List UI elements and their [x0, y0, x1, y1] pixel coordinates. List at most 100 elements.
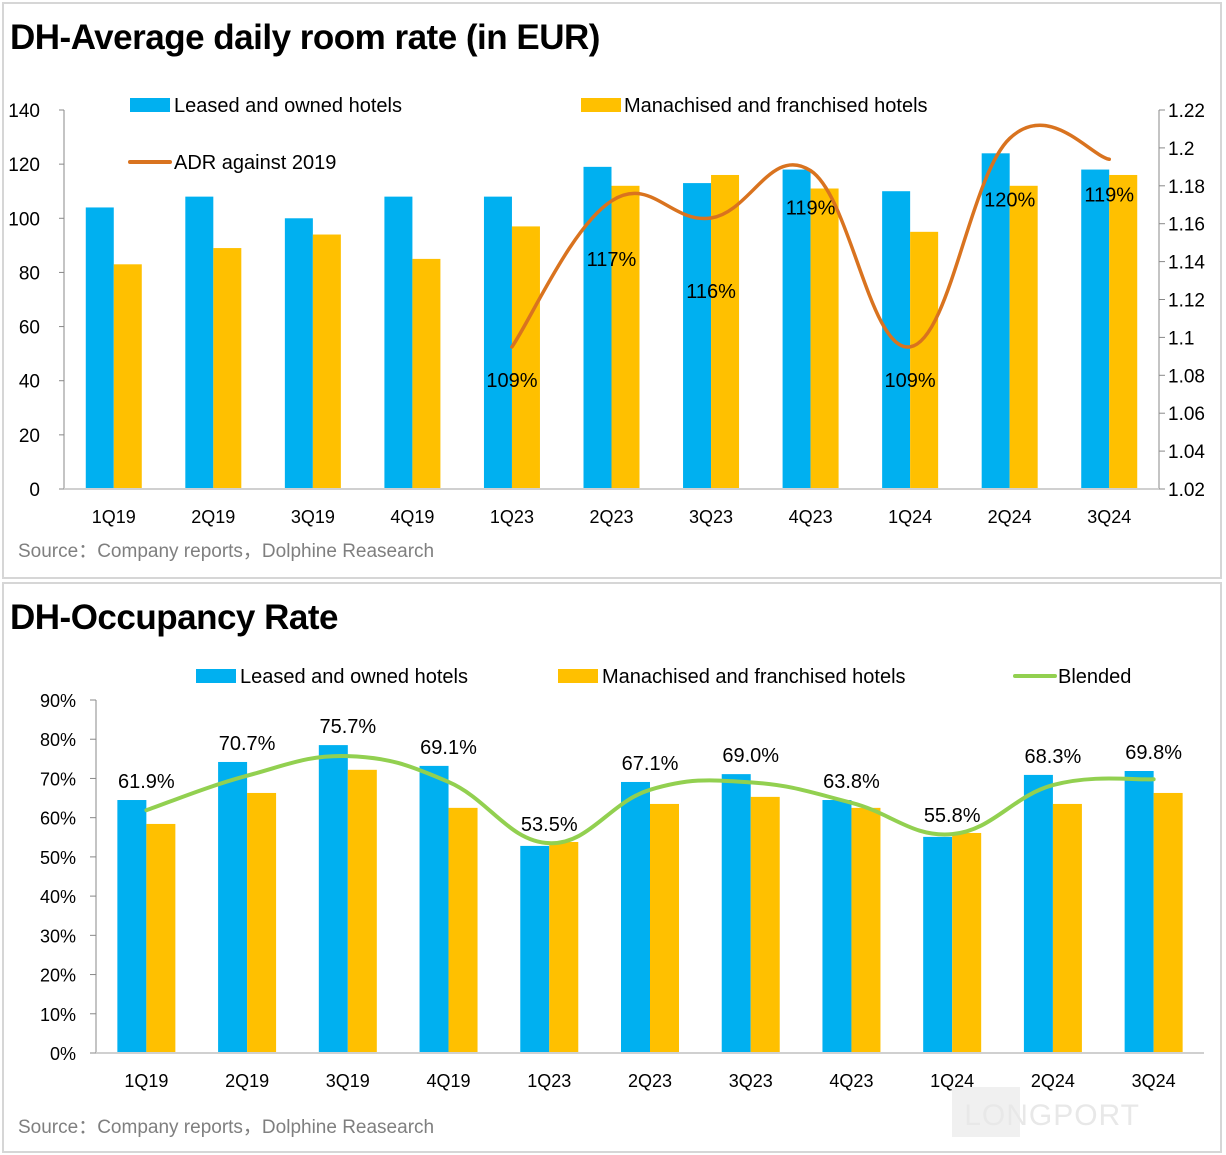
bar-leased-owned: [1081, 169, 1110, 490]
left-y-tick-label: 20: [19, 426, 40, 447]
x-tick-label: 1Q19: [124, 1071, 168, 1091]
right-y-tick-label: 1.14: [1168, 253, 1205, 274]
x-tick-label: 3Q23: [689, 507, 733, 527]
occupancy-chart: 0% 10% 20% 30% 40% 50% 60% 70% 80% 90% 1Q19 2Q19 3Q1…: [40, 666, 1204, 1091]
watermark-text: LONGPORT: [964, 1099, 1140, 1132]
bar-manachised-franchised: [851, 807, 881, 1053]
y-tick-label: 60%: [40, 809, 76, 829]
legend-swatch-manachised-franchised: [581, 98, 621, 112]
bar-leased-owned: [117, 800, 147, 1053]
bar-leased-owned: [583, 166, 612, 489]
x-tick-label: 3Q19: [291, 507, 335, 527]
right-y-tick-label: 1.16: [1168, 215, 1205, 236]
bar-manachised-franchised: [711, 174, 740, 489]
bar-manachised-franchised: [1109, 174, 1138, 489]
legend-swatch-leased-owned: [130, 98, 170, 112]
right-y-tick-label: 1.06: [1168, 404, 1205, 425]
adr-data-label: 119%: [786, 198, 836, 220]
x-tick-label: 2Q24: [988, 507, 1032, 527]
bar-manachised-franchised: [511, 226, 540, 489]
bar-manachised-franchised: [347, 769, 377, 1053]
bar-manachised-franchised: [549, 841, 579, 1053]
bar-leased-owned: [318, 745, 348, 1053]
bar-manachised-franchised: [247, 792, 277, 1053]
x-tick-label: 3Q24: [1087, 507, 1131, 527]
blended-data-label: 75.7%: [319, 716, 376, 738]
legend-label-blended: Blended: [1058, 666, 1131, 688]
blended-data-label: 53.5%: [521, 814, 578, 836]
left-y-tick-label: 140: [8, 101, 40, 122]
y-tick-label: 80%: [40, 730, 76, 750]
x-tick-label: 2Q23: [628, 1071, 672, 1091]
bar-manachised-franchised: [1009, 185, 1038, 490]
blended-data-label: 63.8%: [823, 771, 880, 793]
legend-swatch-leased-owned: [196, 669, 236, 683]
blended-data-label: 69.0%: [722, 745, 779, 767]
legend-swatch-manachised-franchised: [558, 669, 598, 683]
bar-leased-owned: [782, 169, 811, 490]
bar-manachised-franchised: [312, 234, 341, 489]
x-tick-label: 4Q23: [789, 507, 833, 527]
bar-leased-owned: [185, 196, 214, 489]
x-tick-label: 3Q23: [729, 1071, 773, 1091]
y-tick-label: 10%: [40, 1005, 76, 1025]
bar-leased-owned: [621, 781, 650, 1053]
bar-leased-owned: [85, 207, 114, 489]
right-y-tick-label: 1.22: [1168, 101, 1205, 122]
y-tick-label: 40%: [40, 887, 76, 907]
left-y-tick-label: 120: [8, 155, 40, 176]
line-blended: [144, 754, 1156, 846]
bar-manachised-franchised: [1153, 792, 1183, 1053]
bar-leased-owned: [1023, 774, 1053, 1053]
bar-manachised-franchised: [213, 248, 242, 489]
bar-manachised-franchised: [611, 185, 640, 490]
left-y-tick-label: 40: [19, 372, 40, 393]
right-y-tick-label: 1.18: [1168, 177, 1205, 198]
bar-manachised-franchised: [810, 188, 839, 489]
bar-leased-owned: [419, 765, 449, 1053]
adr-data-label: 120%: [984, 189, 1035, 211]
right-y-tick-label: 1.04: [1168, 442, 1205, 463]
x-tick-label: 4Q23: [829, 1071, 873, 1091]
bar-leased-owned: [683, 183, 712, 490]
bar-manachised-franchised: [448, 807, 478, 1053]
occupancy-chart-source: Source：Company reports，Dolphine Reasearc…: [18, 1117, 435, 1138]
left-y-tick-label: 80: [19, 263, 40, 284]
bar-manachised-franchised: [1052, 803, 1082, 1053]
longport-logo-icon: [952, 1087, 1020, 1137]
x-tick-label: 3Q19: [326, 1071, 370, 1091]
x-tick-label: 4Q19: [390, 507, 434, 527]
left-y-tick-label: 60: [19, 318, 40, 339]
right-y-tick-label: 1.12: [1168, 291, 1205, 312]
bar-manachised-franchised: [412, 258, 441, 489]
line-adr-against-2019: [510, 123, 1111, 349]
bar-manachised-franchised: [113, 264, 142, 489]
occupancy-chart-title: DH-Occupancy Rate: [10, 598, 338, 637]
y-tick-label: 50%: [40, 848, 76, 868]
blended-data-label: 68.3%: [1025, 746, 1082, 768]
adr-chart-panel: DH-Average daily room rate (in EUR) 0 20 4…: [2, 2, 1222, 579]
bar-leased-owned: [923, 836, 953, 1053]
blended-data-label: 61.9%: [118, 771, 175, 793]
bar-manachised-franchised: [650, 803, 679, 1053]
y-tick-label: 20%: [40, 966, 76, 986]
blended-data-label: 55.8%: [924, 805, 981, 827]
right-y-tick-label: 1.1: [1168, 328, 1194, 349]
right-y-tick-label: 1.2: [1168, 139, 1194, 160]
adr-chart: 0 20 40 60 80 100 120 140 1.02 1.04 1.06 1.08 1.1 1.1…: [8, 95, 1205, 527]
right-y-tick-label: 1.02: [1168, 480, 1205, 501]
legend-label-leased-owned: Leased and owned hotels: [174, 95, 402, 117]
bar-manachised-franchised: [952, 832, 982, 1053]
blended-data-label: 69.1%: [420, 737, 477, 759]
x-tick-label: 1Q24: [888, 507, 932, 527]
adr-data-label: 117%: [587, 249, 637, 271]
x-tick-label: 4Q19: [427, 1071, 471, 1091]
bar-manachised-franchised: [146, 823, 176, 1053]
adr-data-label: 109%: [885, 370, 936, 392]
legend-label-adr: ADR against 2019: [174, 152, 336, 174]
right-y-tick-label: 1.08: [1168, 366, 1205, 387]
bar-leased-owned: [284, 218, 313, 490]
legend-label-leased-owned: Leased and owned hotels: [240, 666, 468, 688]
bar-leased-owned: [822, 800, 852, 1053]
occupancy-chart-panel: DH-Occupancy Rate 0% 10% 20% 30% 40% 50% 60% 70…: [2, 582, 1222, 1153]
